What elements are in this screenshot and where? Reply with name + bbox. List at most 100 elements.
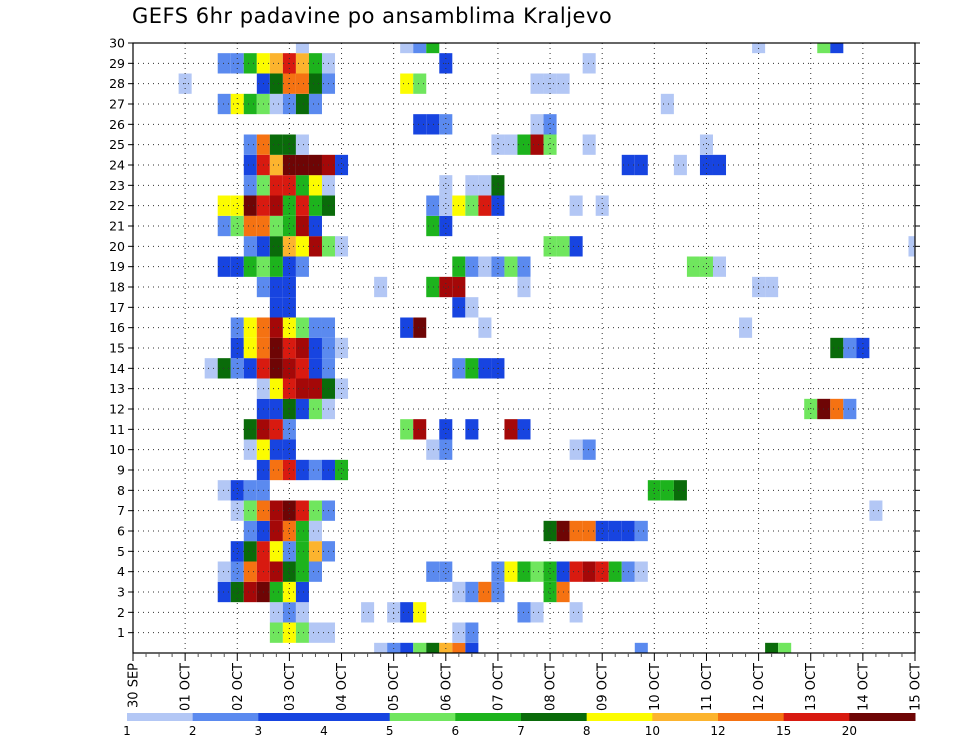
heatmap-cell — [569, 195, 583, 216]
heatmap-cell — [465, 175, 479, 196]
legend-label: 4 — [320, 724, 328, 738]
legend-color-segment — [652, 713, 719, 721]
heatmap-cell — [400, 602, 414, 623]
heatmap-cell — [530, 602, 544, 623]
heatmap-cell — [269, 337, 283, 359]
y-tick-label: 15 — [109, 341, 125, 356]
legend-color-segment — [718, 713, 785, 721]
heatmap-cell — [491, 195, 505, 216]
heatmap-cell — [413, 317, 427, 338]
heatmap-cell — [413, 419, 427, 440]
heatmap-cell — [569, 602, 583, 623]
heatmap-cell — [282, 419, 296, 440]
heatmap-cell — [295, 43, 309, 54]
heatmap-cell — [465, 419, 479, 440]
legend-label: 20 — [842, 724, 857, 738]
heatmap-cell — [830, 398, 844, 420]
heatmap-cell — [295, 561, 309, 582]
heatmap-cell — [543, 134, 557, 155]
heatmap-cell — [269, 419, 283, 440]
y-tick-label: 18 — [109, 280, 125, 295]
heatmap-cell — [269, 602, 283, 623]
heatmap-cell — [269, 561, 283, 582]
heatmap-cell — [478, 195, 492, 216]
heatmap-cell — [295, 175, 309, 196]
heatmap-cell — [269, 134, 283, 155]
heatmap-cell — [452, 642, 466, 653]
heatmap-cell — [569, 439, 583, 460]
legend-label: 7 — [517, 724, 525, 738]
heatmap-cell — [699, 154, 713, 176]
x-tick-label: 14 OCT — [856, 663, 871, 711]
heatmap-cell — [413, 642, 427, 653]
heatmap-cell — [308, 622, 322, 643]
heatmap-cell — [478, 175, 492, 196]
y-tick-label: 8 — [117, 483, 125, 498]
heatmap-cell — [608, 520, 622, 542]
heatmap-cell — [295, 541, 309, 562]
heatmap-cell — [439, 561, 453, 582]
heatmap-cell — [295, 520, 309, 542]
heatmap-cell — [269, 541, 283, 562]
heatmap-cell — [308, 317, 322, 338]
heatmap-cell — [230, 500, 244, 521]
x-tick-label: 08 OCT — [544, 663, 559, 711]
heatmap-cell — [439, 276, 453, 298]
y-tick-label: 4 — [117, 564, 125, 579]
heatmap-cell — [269, 154, 283, 176]
heatmap-cell — [243, 561, 257, 582]
heatmap-cell — [465, 581, 479, 603]
heatmap-cell — [582, 439, 596, 460]
heatmap-cell — [269, 358, 283, 379]
heatmap-cell — [308, 358, 322, 379]
heatmap-cell — [569, 236, 583, 257]
x-tick-label: 10 OCT — [648, 663, 663, 711]
heatmap-cell — [308, 541, 322, 562]
heatmap-cell — [830, 43, 844, 54]
legend-label: 6 — [452, 724, 460, 738]
heatmap-cell — [243, 154, 257, 176]
y-tick-label: 20 — [109, 239, 125, 254]
heatmap-cell — [504, 134, 518, 155]
legend-label: 12 — [710, 724, 725, 738]
y-tick-label: 25 — [109, 137, 125, 152]
heatmap-cell — [843, 337, 857, 359]
heatmap-cell — [308, 73, 322, 94]
y-tick-label: 5 — [117, 544, 125, 559]
heatmap-cell — [295, 602, 309, 623]
heatmap-cell — [243, 256, 257, 277]
heatmap-cell — [295, 459, 309, 481]
heatmap-cell — [530, 134, 544, 155]
heatmap-cell — [243, 480, 257, 501]
heatmap-cell — [269, 622, 283, 643]
y-tick-label: 1 — [117, 625, 125, 640]
heatmap-cell — [765, 276, 779, 298]
heatmap-cell — [543, 236, 557, 257]
heatmap-cell — [335, 459, 349, 481]
heatmap-cell — [400, 73, 414, 94]
heatmap-cell — [660, 93, 674, 115]
heatmap-cell — [765, 642, 779, 653]
legend-color-segment — [258, 713, 325, 721]
heatmap-cell — [439, 215, 453, 237]
heatmap-cell — [269, 378, 283, 399]
heatmap-cell — [374, 276, 388, 298]
heatmap-cell — [295, 398, 309, 420]
heatmap-cell — [230, 541, 244, 562]
heatmap-cell — [269, 73, 283, 94]
legend-color-segment — [849, 713, 916, 721]
heatmap-cell — [282, 439, 296, 460]
heatmap-cell — [817, 43, 831, 54]
heatmap-cell — [230, 215, 244, 237]
heatmap-cell — [634, 642, 648, 653]
y-tick-label: 3 — [117, 585, 125, 600]
heatmap-cell — [712, 256, 727, 277]
heatmap-cell — [243, 93, 257, 115]
heatmap-cell — [282, 276, 296, 298]
heatmap-cell — [217, 561, 231, 582]
heatmap-cell — [282, 541, 296, 562]
heatmap-cell — [647, 480, 661, 501]
heatmap-cell — [282, 317, 296, 338]
y-tick-label: 29 — [109, 56, 125, 71]
heatmap-cell — [543, 561, 557, 582]
